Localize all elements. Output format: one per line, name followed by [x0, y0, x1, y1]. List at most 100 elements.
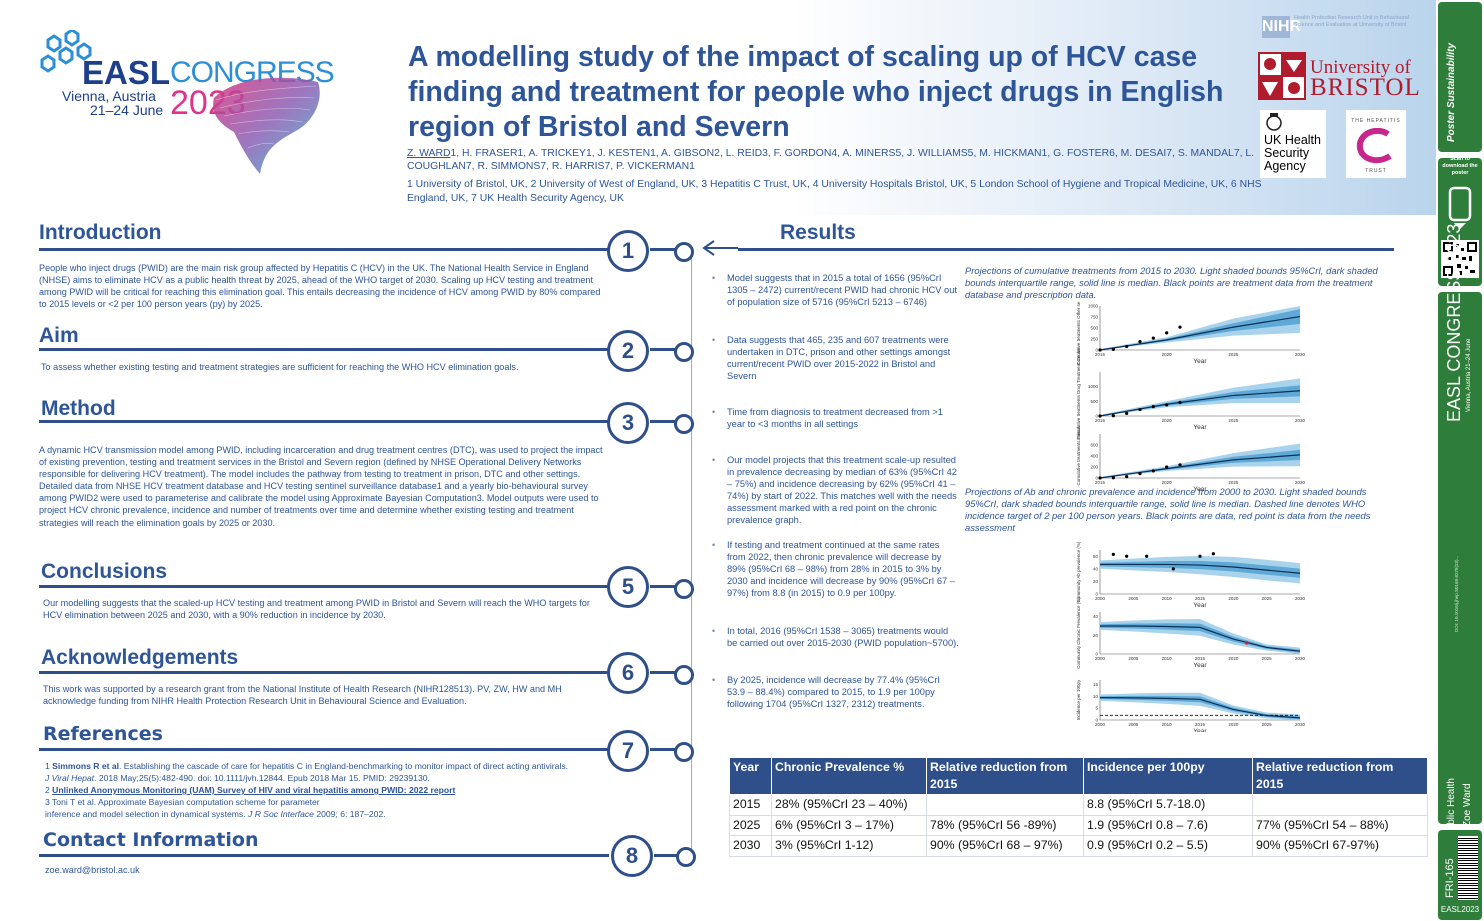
- chart-data-point: [1178, 463, 1182, 467]
- phone-icon: [1448, 186, 1472, 229]
- results-underline: [738, 248, 1394, 251]
- chart-median-line: [1100, 563, 1301, 574]
- table-cell: 78% (95%CrI 56 -89%): [926, 814, 1084, 836]
- contact-email[interactable]: zoe.ward@bristol.ac.uk: [45, 865, 140, 875]
- chart-data-point: [1125, 475, 1129, 479]
- aim-underline: [39, 348, 609, 351]
- table-cell: [926, 794, 1084, 816]
- chart-data-point: [1125, 344, 1129, 349]
- reference-3-cont: inference and model selection in dynamic…: [45, 809, 386, 819]
- chart-y-tick: 60: [1093, 554, 1099, 559]
- table-header-cell: Chronic Prevalence %: [771, 757, 927, 795]
- chart-x-tick: 2025: [1262, 656, 1273, 661]
- chart-y-tick: 500: [1090, 326, 1098, 331]
- results-table: Year Chronic Prevalence % Relative reducti…: [729, 757, 1428, 857]
- congress-city: Vienna, Austria: [62, 88, 156, 104]
- chart-data-point: [1125, 411, 1129, 415]
- result-bullet-4: Our model projects that this treatment s…: [712, 454, 959, 527]
- chart-data-point: [1111, 552, 1115, 556]
- table-cell: 1.9 (95%CrI 0.8 – 7.6): [1083, 814, 1253, 836]
- timeline-line: [691, 254, 692, 866]
- chart-x-tick: 2020: [1228, 656, 1239, 661]
- chart-x-tick: 2015: [1095, 352, 1106, 357]
- chart-x-tick: 2000: [1095, 596, 1106, 601]
- table-row: 2030 3% (95%CrI 1-12) 90% (95%CrI 68 – 97%…: [729, 835, 1428, 857]
- conclusions-underline: [39, 585, 609, 588]
- timeline-node-5: [674, 579, 694, 599]
- chart-x-tick: 2005: [1128, 656, 1139, 661]
- results-bullets: Model suggests that in 2015 a total of 1…: [712, 272, 962, 732]
- chart-iqr-band: [1100, 695, 1300, 720]
- chart-x-tick: 2000: [1095, 656, 1106, 661]
- chart-x-tick: 2030: [1295, 480, 1305, 485]
- chart-x-tick: 2020: [1228, 596, 1239, 601]
- section-number-8: 8: [611, 835, 653, 877]
- chart-median-line: [1100, 625, 1301, 652]
- connector-7: [650, 748, 676, 751]
- results-arrow-icon: [702, 240, 738, 256]
- chart-x-tick: 2010: [1162, 722, 1173, 727]
- chart-data-point: [1165, 331, 1169, 335]
- chart-y-tick: 5: [1095, 706, 1098, 711]
- table-cell: 2030: [729, 835, 772, 857]
- chart-data-point: [1171, 567, 1175, 571]
- chart-x-tick: 2015: [1195, 596, 1206, 601]
- chart-y-label: Community Ab prevalence (%): [1076, 541, 1081, 602]
- section-number-2: 2: [607, 330, 649, 372]
- chart-data-point: [1151, 405, 1155, 409]
- chart-data-point: [1138, 407, 1142, 412]
- connector-3: [650, 420, 676, 423]
- chart-y-tick: 0: [1095, 592, 1098, 597]
- chart-data-point: [1111, 476, 1115, 480]
- chart-data-point: [1178, 400, 1182, 405]
- molecule-icon: [40, 30, 92, 73]
- table-cell: [1252, 794, 1428, 816]
- nihr-logo: NIHR: [1262, 16, 1301, 38]
- references-underline: [39, 748, 609, 751]
- chart-x-tick: 2015: [1195, 722, 1206, 727]
- sustainability-panel: Poster Sustainability: [1438, 2, 1482, 152]
- reference-2-link[interactable]: Unlinked Anonymous Monitoring (UAM) Surv…: [52, 785, 456, 795]
- chart-data-point: [1145, 554, 1149, 558]
- chart-x-tick: 2030: [1295, 596, 1305, 601]
- chart-x-tick: 2010: [1162, 596, 1173, 601]
- acknowledgements-underline: [39, 671, 609, 674]
- table-header-cell: Incidence per 100py: [1083, 757, 1253, 795]
- table-cell: 2015: [729, 794, 772, 816]
- section-number-5: 5: [607, 566, 649, 608]
- chart-data-point: [1098, 348, 1102, 352]
- reference-1-cont: J Viral Hepat. 2018 May;25(5):482-490. d…: [45, 773, 430, 783]
- chart-data-point: [1178, 325, 1182, 329]
- reference-1: 1 Simmons R et al. Establishing the casc…: [45, 761, 569, 771]
- introduction-underline: [39, 248, 609, 251]
- table-cell: 0.9 (95%CrI 0.2 – 5.5): [1083, 835, 1253, 857]
- figure-caption-2: Projections of Ab and chronic prevalence…: [965, 486, 1371, 533]
- introduction-heading: Introduction: [39, 221, 162, 244]
- chart-data-point: [1165, 403, 1169, 407]
- chart-data-point: [1211, 552, 1215, 556]
- chart-x-label: Year: [1193, 662, 1207, 669]
- first-author: Z. WARD: [407, 148, 451, 159]
- conclusions-heading: Conclusions: [41, 560, 168, 583]
- barcode-icon: [1458, 836, 1478, 900]
- timeline-node-1: [674, 242, 694, 262]
- chart-x-label: Year: [1193, 424, 1207, 431]
- poster-id-panel: FRI-165 EASL2023: [1438, 830, 1482, 920]
- chart-y-tick: 0: [1095, 652, 1098, 657]
- chart-data-point: [1111, 347, 1115, 351]
- timeline-node-7: [674, 742, 694, 762]
- ukhsa-line1: UK Health: [1264, 133, 1321, 147]
- chart-x-tick: 2010: [1162, 656, 1173, 661]
- chart-y-label: Cumulative treatments Drug Treatment Cen…: [1076, 347, 1081, 440]
- chart-data-point: [1125, 554, 1129, 558]
- chart-y-label: Cumulative treatments Prison: [1076, 426, 1081, 486]
- chart-x-tick: 2005: [1128, 596, 1139, 601]
- chart-y-label: Incidence per 100py: [1076, 679, 1081, 720]
- qr-code-icon[interactable]: [1441, 240, 1479, 278]
- chart-y-tick: 10: [1093, 694, 1099, 699]
- bristol-wordmark-line2: BRISTOL: [1310, 74, 1421, 101]
- contact-underline: [39, 854, 609, 857]
- section-number-3: 3: [607, 402, 649, 444]
- ukhsa-line3: Agency: [1264, 159, 1306, 173]
- chart-y-tick: 0: [1095, 718, 1098, 723]
